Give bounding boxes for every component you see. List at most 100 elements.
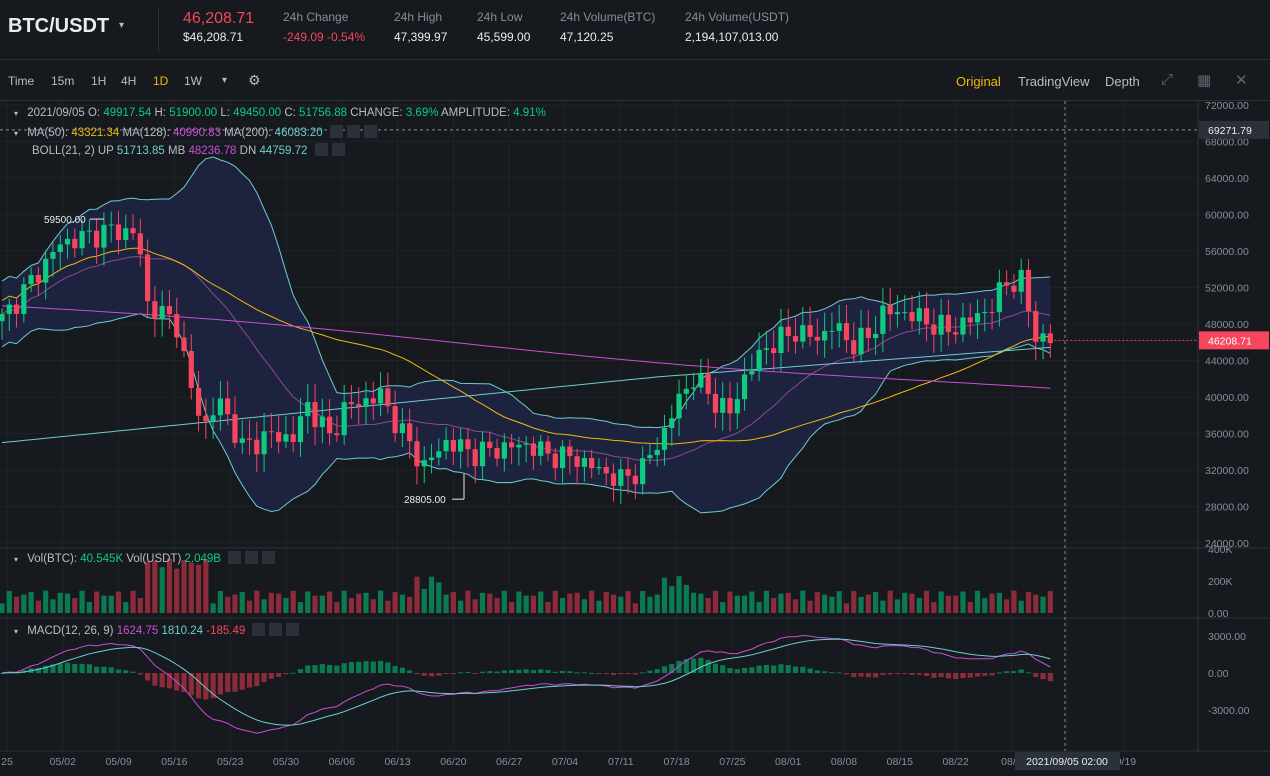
macd-hist-bar	[691, 658, 697, 673]
ma-close-icon[interactable]	[363, 125, 377, 138]
volume-bar	[873, 592, 879, 613]
candle-body	[79, 231, 85, 249]
view-tradingview[interactable]: TradingView	[1018, 74, 1090, 89]
ma-legend: ▾ MA(50): 43321.34 MA(128): 40990.83 MA(…	[14, 125, 377, 139]
volume-bar	[741, 595, 748, 613]
vol-btc-label: Vol(BTC):	[27, 553, 78, 565]
macd-close-icon[interactable]	[286, 623, 300, 636]
view-depth[interactable]: Depth	[1105, 74, 1140, 89]
volume-bar	[691, 592, 697, 613]
macd-hist-bar	[159, 673, 165, 688]
volume-bar	[123, 602, 129, 613]
candle-body	[982, 311, 988, 314]
candle-body	[683, 388, 689, 394]
ohlc-change: 3.69%	[405, 107, 439, 119]
candle-body	[203, 415, 209, 422]
candle-body	[720, 398, 726, 413]
macd-hist-bar	[916, 673, 922, 675]
candle-body	[174, 314, 180, 338]
boll-close-icon[interactable]	[331, 143, 345, 156]
macd-eye-icon[interactable]	[252, 623, 266, 636]
timeframe-more-icon[interactable]: ▾	[222, 75, 228, 86]
macd-hist-bar	[960, 673, 966, 679]
macd-hist-bar	[945, 673, 951, 679]
time-tick-label: 05/09	[105, 756, 131, 768]
candle-body	[792, 335, 799, 342]
volume-bar	[683, 584, 689, 613]
stat-label: 24h Low	[477, 10, 523, 24]
macd-hist-bar	[276, 673, 282, 677]
volume-bar	[865, 594, 871, 613]
ohlc-date: 2021/09/05	[27, 107, 85, 119]
grid-layout-icon[interactable]: ▦	[1197, 72, 1212, 89]
timeframe-time[interactable]: Time	[8, 74, 35, 88]
macd-hist-bar	[931, 673, 937, 678]
candle-body	[428, 457, 435, 461]
price-tick-label: 48000.00	[1205, 319, 1249, 331]
macd-hist-bar	[254, 673, 260, 687]
macd-hist-bar	[210, 673, 216, 699]
timeframe-1d[interactable]: 1D	[153, 74, 169, 88]
candle-body	[873, 333, 879, 339]
candle-body	[698, 373, 704, 388]
macd-hist-bar	[712, 663, 719, 673]
vol-settings-icon[interactable]	[245, 551, 259, 564]
candle-body	[305, 402, 311, 417]
legend-caret-icon[interactable]: ▾	[14, 109, 19, 118]
vol-close-icon[interactable]	[262, 551, 276, 564]
volume-bar	[108, 595, 114, 613]
macd-settings-icon[interactable]	[269, 623, 283, 636]
macd-hist-bar	[814, 670, 820, 673]
timeframe-1h[interactable]: 1H	[91, 74, 107, 88]
volume-bar	[545, 601, 551, 613]
volume-bar	[1018, 600, 1024, 613]
pair-dropdown-icon[interactable]: ▾	[119, 20, 125, 31]
macd-hist-bar	[603, 673, 609, 674]
candle-body	[916, 308, 922, 322]
candle-body	[894, 312, 901, 315]
legend-caret-icon[interactable]: ▾	[14, 129, 19, 138]
macd-hist-bar	[283, 673, 289, 675]
chart-area[interactable]: 72000.00 68000.00 64000.00 60000.00 56000.00…	[0, 100, 1270, 776]
macd-hist-bar	[974, 673, 981, 677]
volume-bar	[894, 599, 901, 613]
macd-hist: -185.49	[206, 625, 246, 637]
candles	[0, 211, 1053, 504]
timeframe-1w[interactable]: 1W	[184, 74, 202, 88]
settings-icon[interactable]: ⚙	[248, 72, 261, 88]
close-icon[interactable]: ✕	[1235, 72, 1248, 89]
macd-hist-bar	[771, 665, 777, 673]
vol-eye-icon[interactable]	[228, 551, 242, 564]
volume-bar	[516, 591, 522, 613]
volume-bar	[574, 592, 580, 613]
time-tick-label: 05/02	[50, 756, 76, 768]
expand-icon[interactable]: ⤢	[1161, 71, 1174, 88]
macd-hist-bar	[319, 664, 325, 673]
volume-bar	[334, 601, 340, 613]
volume-bar	[472, 599, 478, 613]
macd-hist-bar	[618, 673, 624, 675]
volume-tick-label: 400K	[1208, 544, 1233, 556]
ma-eye-icon[interactable]	[329, 125, 343, 138]
ohlc-amp-label: AMPLITUDE:	[441, 107, 511, 119]
candle-body	[974, 313, 981, 323]
timeframe-4h[interactable]: 4H	[121, 74, 137, 88]
time-tick-label: 08/08	[831, 756, 857, 768]
macd-hist-bar	[35, 667, 41, 673]
pair-title[interactable]: BTC/USDT	[8, 15, 110, 37]
volume-bar	[989, 593, 995, 613]
macd-hist-bar	[734, 669, 740, 673]
timeframe-15m[interactable]: 15m	[51, 74, 75, 88]
macd-hist-bar	[130, 671, 136, 673]
boll-eye-icon[interactable]	[314, 143, 328, 156]
legend-caret-icon[interactable]: ▾	[14, 627, 19, 636]
time-tick-label: 06/20	[440, 756, 466, 768]
candlestick-chart-svg[interactable]: 72000.00 68000.00 64000.00 60000.00 56000.00…	[0, 100, 1270, 776]
candle-body	[195, 387, 202, 416]
ma-settings-icon[interactable]	[346, 125, 360, 138]
view-original[interactable]: Original	[956, 74, 1001, 89]
crosshair-time-tag-bg	[1015, 752, 1120, 770]
candle-body	[94, 230, 100, 248]
volume-bar	[618, 596, 624, 613]
legend-caret-icon[interactable]: ▾	[14, 555, 19, 564]
